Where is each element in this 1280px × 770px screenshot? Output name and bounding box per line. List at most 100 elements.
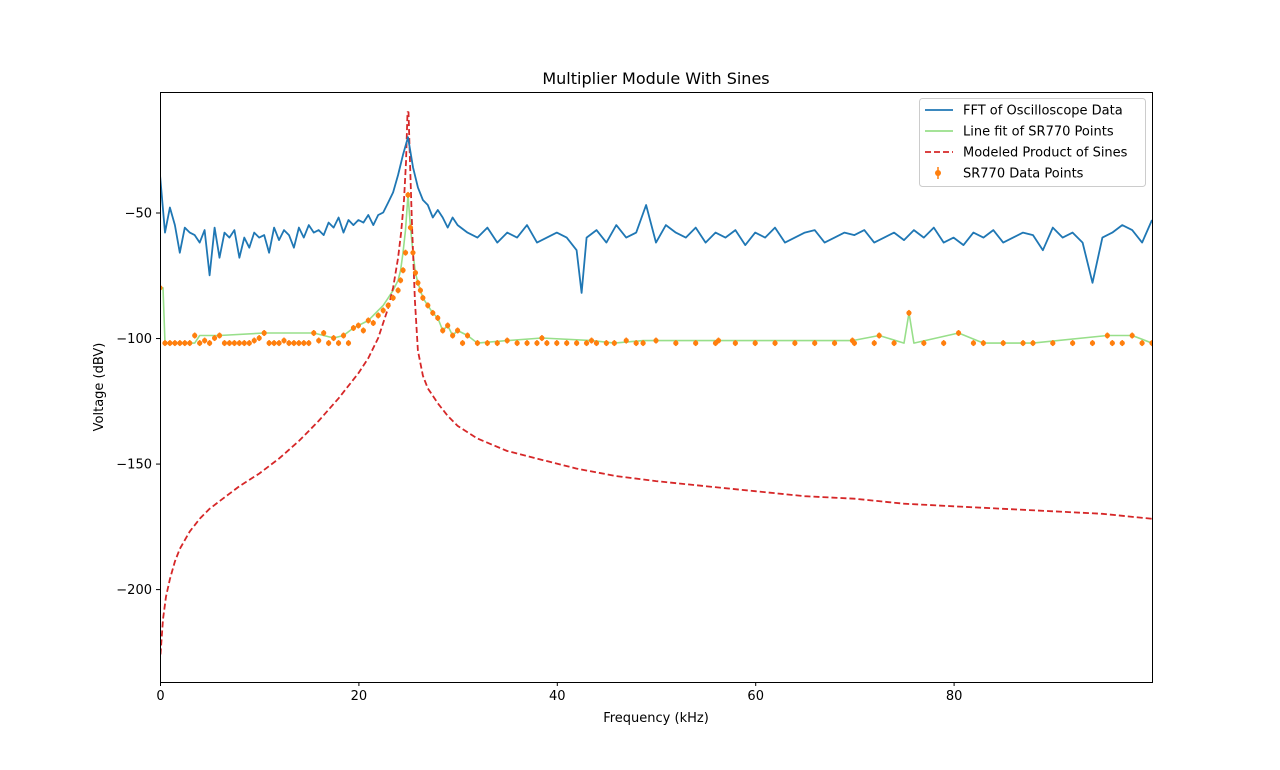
data-point xyxy=(202,337,208,344)
data-point xyxy=(693,340,699,346)
data-point xyxy=(370,320,376,326)
data-point xyxy=(291,340,297,346)
legend-label: FFT of Oscilloscope Data xyxy=(963,104,1123,119)
data-point xyxy=(172,340,178,346)
data-point xyxy=(207,340,213,346)
data-point xyxy=(440,327,446,334)
data-point xyxy=(1070,340,1076,346)
y-tick-label: −100 xyxy=(116,332,152,347)
data-point xyxy=(653,337,659,344)
legend-label: Line fit of SR770 Points xyxy=(963,125,1114,140)
data-point xyxy=(851,340,858,346)
data-point xyxy=(425,302,431,309)
data-point xyxy=(1129,332,1135,339)
data-point xyxy=(162,340,168,346)
legend-label: Modeled Product of Sines xyxy=(963,146,1128,161)
data-point xyxy=(296,340,302,346)
data-point xyxy=(251,337,257,344)
x-tick-label: 40 xyxy=(549,689,566,704)
data-point xyxy=(673,340,679,346)
data-point xyxy=(980,340,986,346)
data-point xyxy=(311,330,317,336)
x-tick-label: 60 xyxy=(747,689,764,704)
data-point xyxy=(335,340,342,346)
data-point xyxy=(876,332,882,339)
data-point xyxy=(276,340,282,346)
data-point xyxy=(941,340,947,346)
data-point xyxy=(474,340,481,346)
data-point xyxy=(246,340,252,346)
data-point xyxy=(301,340,307,346)
data-point xyxy=(400,267,406,273)
data-point xyxy=(1020,340,1026,346)
data-point xyxy=(906,310,912,316)
data-point xyxy=(167,340,173,346)
data-point xyxy=(524,340,530,346)
data-point xyxy=(365,317,371,324)
data-point xyxy=(871,340,877,346)
data-point xyxy=(715,337,722,344)
data-point xyxy=(1139,340,1145,346)
data-point xyxy=(187,340,193,346)
legend-entry: SR770 Data Points xyxy=(935,167,1084,182)
series-line-modeled-product-of-sines xyxy=(160,111,1152,655)
data-point xyxy=(921,340,927,346)
data-point xyxy=(812,340,818,346)
data-point xyxy=(831,340,838,346)
data-point xyxy=(306,340,312,346)
data-point xyxy=(256,335,262,341)
legend-box xyxy=(919,98,1146,187)
data-point xyxy=(380,307,386,314)
data-point xyxy=(236,340,242,346)
data-point xyxy=(1000,340,1006,346)
data-point xyxy=(1089,340,1096,346)
data-point xyxy=(355,322,361,329)
x-axis-label: Frequency (kHz) xyxy=(603,711,709,726)
data-point xyxy=(197,340,203,346)
data-point xyxy=(266,340,272,346)
data-point xyxy=(420,295,426,301)
data-point xyxy=(1149,340,1152,346)
data-point xyxy=(445,322,451,329)
data-point xyxy=(390,295,396,301)
data-point xyxy=(345,340,352,346)
data-point xyxy=(574,340,580,346)
data-point xyxy=(450,332,456,339)
data-point xyxy=(402,250,409,256)
y-tick-label: −150 xyxy=(116,458,152,473)
x-tick-label: 20 xyxy=(351,689,368,704)
series-sr770-data-points xyxy=(160,191,1152,347)
data-point xyxy=(623,337,629,344)
data-point xyxy=(1109,340,1115,346)
data-point xyxy=(459,340,466,346)
data-point xyxy=(360,327,366,334)
data-point xyxy=(412,270,419,276)
data-point xyxy=(603,340,610,346)
data-point xyxy=(640,340,646,346)
series-line-line-fit-of-sr770-points xyxy=(160,194,1152,344)
data-point xyxy=(891,340,897,346)
data-point xyxy=(484,340,490,346)
legend-label: SR770 Data Points xyxy=(963,167,1084,182)
legend-marker xyxy=(935,170,941,176)
data-point xyxy=(588,337,595,344)
legend-entry: FFT of Oscilloscope Data xyxy=(925,104,1123,119)
data-point xyxy=(1119,340,1125,346)
data-point xyxy=(970,340,977,346)
data-point xyxy=(455,327,461,334)
data-point xyxy=(321,330,327,336)
chart-title: Multiplier Module With Sines xyxy=(542,69,769,88)
data-point xyxy=(326,340,332,346)
data-point xyxy=(192,332,198,339)
data-point xyxy=(611,340,617,346)
data-point xyxy=(417,287,423,293)
data-point xyxy=(955,330,962,336)
data-point xyxy=(286,340,292,346)
data-point xyxy=(261,330,267,336)
data-point xyxy=(316,337,322,344)
data-point xyxy=(241,340,247,346)
data-point xyxy=(331,335,337,341)
data-point xyxy=(397,277,404,283)
data-point xyxy=(340,332,347,339)
